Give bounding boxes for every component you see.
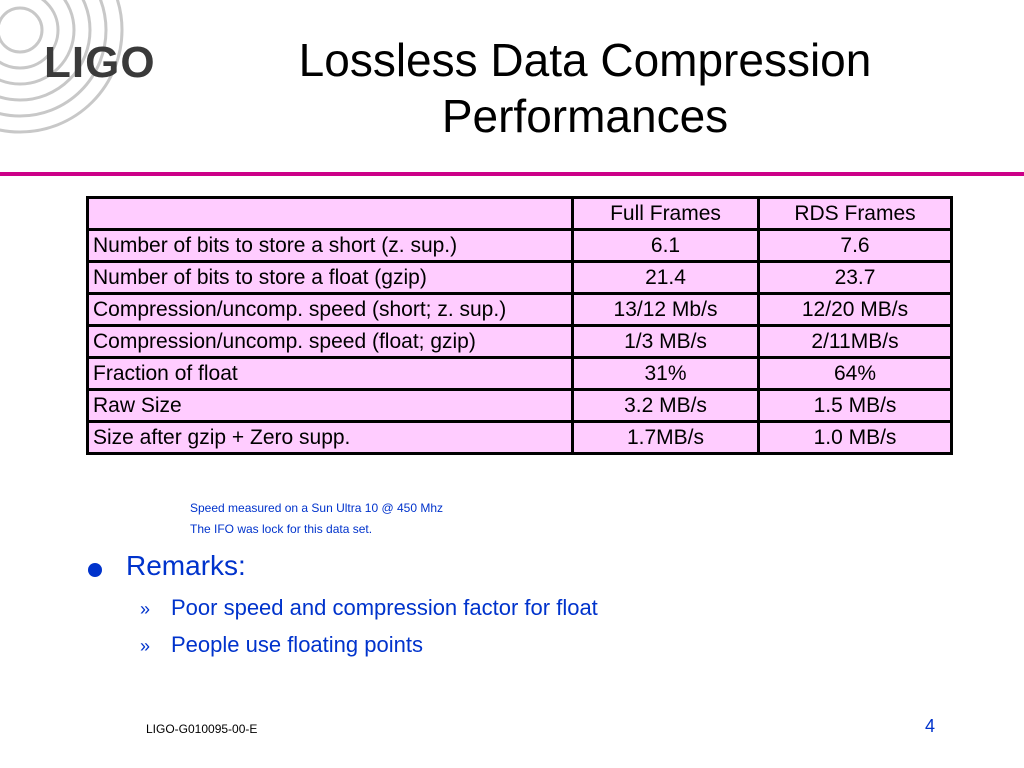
- table-row: Size after gzip + Zero supp. 1.7MB/s 1.0…: [86, 420, 953, 455]
- cell-full-frames: 31%: [571, 356, 760, 391]
- table-row: Number of bits to store a short (z. sup.…: [86, 228, 953, 263]
- ligo-logo: LIGO: [0, 0, 200, 140]
- table-row: Compression/uncomp. speed (float; gzip) …: [86, 324, 953, 359]
- note-speed: Speed measured on a Sun Ultra 10 @ 450 M…: [190, 501, 443, 515]
- cell-rds-frames: 7.6: [757, 228, 953, 263]
- remark-text: People use floating points: [171, 632, 423, 657]
- table-row: Number of bits to store a float (gzip) 2…: [86, 260, 953, 295]
- row-label: Number of bits to store a float (gzip): [86, 260, 574, 295]
- sub-bullet-marker: »: [140, 636, 151, 656]
- cell-full-frames: 1.7MB/s: [571, 420, 760, 455]
- table-row: Fraction of float 31% 64%: [86, 356, 953, 391]
- cell-rds-frames: 1.5 MB/s: [757, 388, 953, 423]
- logo-rings-icon: [0, 0, 124, 134]
- row-label: Raw Size: [86, 388, 574, 423]
- cell-rds-frames: 1.0 MB/s: [757, 420, 953, 455]
- note-ifo-lock: The IFO was lock for this data set.: [190, 522, 373, 536]
- compression-table: Full Frames RDS Frames Number of bits to…: [86, 196, 953, 455]
- title-divider: [0, 172, 1024, 176]
- table-row: Compression/uncomp. speed (short; z. sup…: [86, 292, 953, 327]
- cell-rds-frames: 2/11MB/s: [757, 324, 953, 359]
- row-label: Size after gzip + Zero supp.: [86, 420, 574, 455]
- remark-text: Poor speed and compression factor for fl…: [171, 595, 598, 620]
- cell-rds-frames: 64%: [757, 356, 953, 391]
- table-header-row: Full Frames RDS Frames: [86, 196, 953, 231]
- cell-rds-frames: 12/20 MB/s: [757, 292, 953, 327]
- cell-full-frames: 13/12 Mb/s: [571, 292, 760, 327]
- remark-item: » Poor speed and compression factor for f…: [140, 595, 598, 621]
- table-row: Raw Size 3.2 MB/s 1.5 MB/s: [86, 388, 953, 423]
- remark-item: » People use floating points: [140, 632, 423, 658]
- page-number: 4: [925, 716, 936, 736]
- bullet-dot-icon: [88, 563, 102, 577]
- cell-full-frames: 21.4: [571, 260, 760, 295]
- cell-full-frames: 3.2 MB/s: [571, 388, 760, 423]
- cell-full-frames: 6.1: [571, 228, 760, 263]
- logo-text: LIGO: [44, 38, 156, 87]
- sub-bullet-marker: »: [140, 599, 151, 619]
- header-cell-blank: [86, 196, 574, 231]
- remarks-heading: Remarks:: [126, 550, 246, 581]
- row-label: Fraction of float: [86, 356, 574, 391]
- footer-document-id: LIGO-G010095-00-E: [146, 722, 258, 736]
- row-label: Number of bits to store a short (z. sup.…: [86, 228, 574, 263]
- page-title-line-1: Lossless Data Compression: [298, 34, 872, 86]
- header-cell-rds-frames: RDS Frames: [757, 196, 953, 231]
- cell-full-frames: 1/3 MB/s: [571, 324, 760, 359]
- row-label: Compression/uncomp. speed (float; gzip): [86, 324, 574, 359]
- page-title: Lossless Data Compression Performances: [180, 32, 990, 144]
- cell-rds-frames: 23.7: [757, 260, 953, 295]
- page-title-line-2: Performances: [441, 90, 729, 142]
- row-label: Compression/uncomp. speed (short; z. sup…: [86, 292, 574, 327]
- header-cell-full-frames: Full Frames: [571, 196, 760, 231]
